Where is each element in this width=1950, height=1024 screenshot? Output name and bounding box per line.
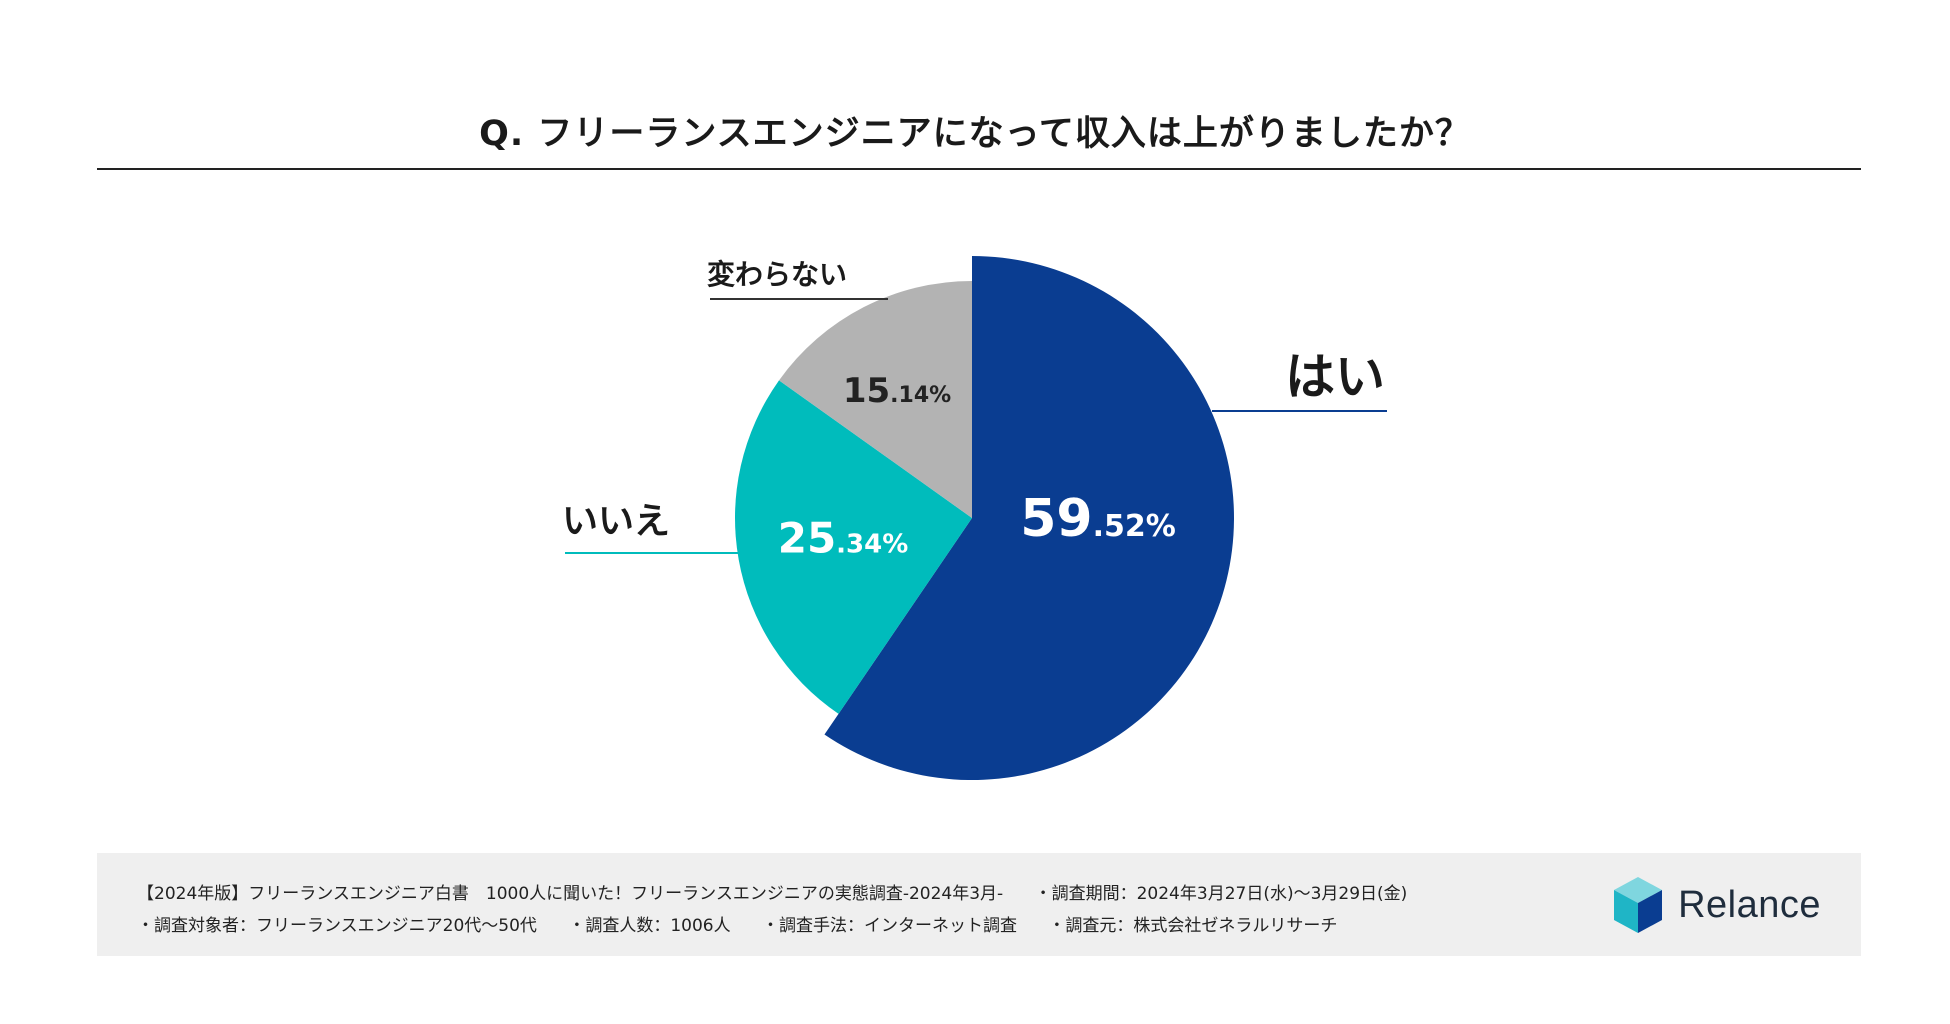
- title-divider: [97, 168, 1861, 170]
- value-label-same: 15.14%: [843, 371, 951, 411]
- pie-slice-yes: [824, 256, 1234, 780]
- footer-source: 【2024年版】フリーランスエンジニア白書 1000人に聞いた！フリーランスエン…: [137, 884, 1004, 904]
- chart-title: Q. フリーランスエンジニアになって収入は上がりましたか？: [479, 114, 1471, 154]
- category-label-same: 変わらない: [707, 258, 847, 291]
- footer-count: ・調査人数：1006人: [568, 916, 731, 936]
- pie-chart: 59.52% はい 25.34% いいえ 15.14% 変わらない: [562, 256, 1387, 780]
- footer-period: ・調査期間：2024年3月27日(水)〜3月29日(金): [1034, 884, 1408, 904]
- value-label-no: 25.34%: [778, 514, 909, 563]
- pie-slice-no: [735, 380, 972, 714]
- survey-footer: 【2024年版】フリーランスエンジニア白書 1000人に聞いた！フリーランスエン…: [97, 853, 1861, 956]
- value-label-yes: 59.52%: [1020, 489, 1176, 549]
- footer-source-company: ・調査元：株式会社ゼネラルリサーチ: [1048, 916, 1338, 936]
- pie-slice-same: [779, 281, 972, 518]
- footer-line-1: 【2024年版】フリーランスエンジニア白書 1000人に聞いた！フリーランスエン…: [137, 879, 1407, 904]
- logo-text: Relance: [1678, 883, 1821, 926]
- footer-line-2: ・調査対象者：フリーランスエンジニア20代〜50代 ・調査人数：1006人 ・調…: [137, 911, 1337, 936]
- relance-logo: Relance: [1612, 875, 1821, 935]
- category-label-no: いいえ: [562, 501, 670, 542]
- category-label-yes: はい: [1285, 348, 1385, 406]
- relance-cube-icon: [1614, 877, 1663, 933]
- footer-method: ・調査手法：インターネット調査: [762, 916, 1018, 936]
- footer-target: ・調査対象者：フリーランスエンジニア20代〜50代: [137, 916, 537, 936]
